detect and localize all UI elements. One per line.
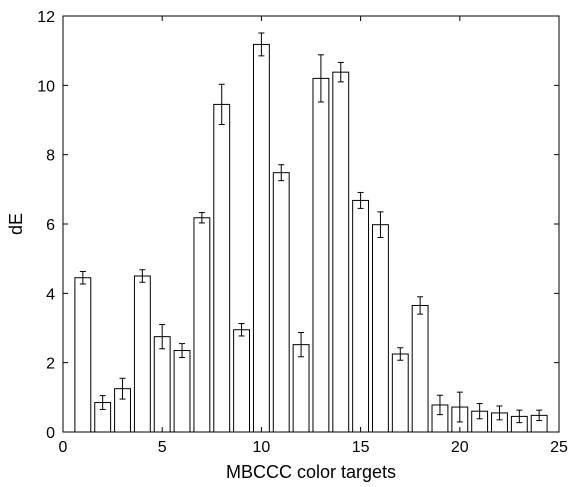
bar-target-4 — [133, 275, 151, 433]
error-bar-target-22 — [496, 405, 503, 421]
bar-target-5 — [153, 336, 171, 433]
bar-target-6 — [173, 350, 191, 433]
bar-target-11 — [272, 172, 290, 433]
error-bar-target-24 — [536, 409, 543, 422]
error-bar-target-19 — [436, 394, 443, 416]
x-tick-label: 25 — [550, 439, 568, 456]
y-tick-label: 8 — [46, 148, 55, 165]
error-bar-target-1 — [79, 270, 86, 285]
error-bar-target-21 — [476, 403, 483, 420]
error-bar-target-2 — [99, 395, 106, 410]
x-tick-label: 20 — [451, 439, 469, 456]
error-bar-target-18 — [417, 296, 424, 315]
bar-target-12 — [292, 344, 310, 433]
x-axis-title: MBCCC color targets — [226, 462, 396, 482]
bar-target-8 — [213, 103, 231, 433]
error-bar-target-16 — [377, 211, 384, 239]
y-tick-label: 12 — [37, 9, 55, 26]
y-tick-label: 2 — [46, 356, 55, 373]
error-bar-target-5 — [159, 324, 166, 350]
bar-target-9 — [233, 329, 250, 433]
x-tick-label: 15 — [352, 439, 370, 456]
axis-ticks-layer: 0 5 10 15 20 25 0 2 4 6 8 10 12 — [37, 9, 568, 456]
bar-target-17 — [391, 353, 409, 433]
x-tick-label: 10 — [253, 439, 271, 456]
error-bar-target-12 — [298, 332, 305, 358]
error-bars-layer — [79, 32, 543, 424]
error-bar-target-7 — [198, 212, 205, 224]
error-bar-target-23 — [516, 409, 523, 424]
y-tick-label: 4 — [46, 286, 55, 303]
error-bar-target-4 — [139, 269, 146, 283]
y-axis-title: dE — [6, 213, 26, 235]
y-tick-label: 0 — [46, 425, 55, 442]
error-bar-target-3 — [119, 377, 126, 400]
bars-layer — [74, 43, 548, 433]
y-tick-label: 6 — [46, 217, 55, 234]
bar-target-16 — [372, 224, 389, 433]
error-bar-target-6 — [179, 343, 186, 358]
bar-target-13 — [312, 77, 330, 433]
error-bar-target-17 — [397, 347, 404, 361]
error-bar-target-9 — [238, 322, 245, 337]
bar-target-1 — [74, 277, 92, 433]
error-bar-target-13 — [317, 54, 324, 103]
error-bar-target-8 — [218, 83, 225, 126]
error-bar-target-15 — [357, 191, 364, 209]
error-bar-target-14 — [337, 61, 344, 83]
x-tick-label: 0 — [59, 439, 68, 456]
error-bar-target-10 — [258, 32, 265, 57]
bar-target-14 — [332, 71, 350, 433]
bar-target-18 — [411, 304, 429, 433]
bar-target-10 — [252, 43, 270, 433]
error-bar-target-11 — [278, 164, 285, 182]
x-tick-label: 5 — [158, 439, 167, 456]
y-tick-label: 10 — [37, 78, 55, 95]
bar-target-7 — [193, 217, 211, 433]
error-bar-target-20 — [456, 391, 463, 423]
bar-target-15 — [352, 199, 370, 433]
